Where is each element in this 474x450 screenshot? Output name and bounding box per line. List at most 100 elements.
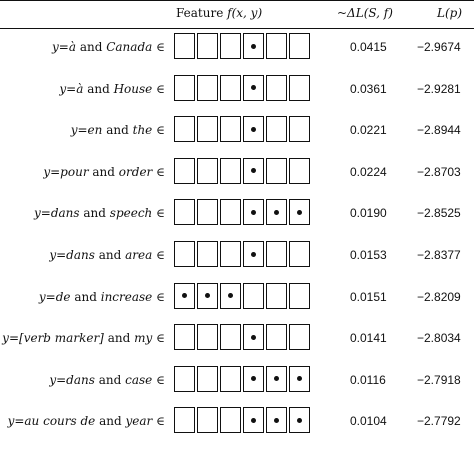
position-dot	[274, 376, 279, 382]
position-box	[197, 116, 218, 143]
position-box	[243, 74, 264, 101]
delta-value: 0.0116	[350, 372, 386, 387]
position-dot	[297, 376, 302, 382]
feature-condition-label: y=au cours de and year ∈	[8, 414, 165, 428]
element-of-symbol: ∈	[156, 40, 165, 54]
position-box	[197, 407, 218, 434]
context-word: my	[134, 331, 153, 346]
position-dot	[182, 293, 187, 299]
position-box	[266, 282, 287, 309]
position-boxes	[174, 199, 310, 226]
target-word: y=au cours de	[7, 414, 96, 429]
context-word: the	[132, 123, 153, 138]
position-box	[243, 116, 264, 143]
table-row: y=à and House ∈ 0.0361 −2.9281	[0, 73, 474, 103]
position-dot	[251, 334, 256, 340]
delta-value: 0.0221	[350, 123, 387, 138]
target-word: y=à	[51, 40, 76, 54]
element-of-symbol: ∈	[156, 206, 165, 221]
element-of-symbol: ∈	[156, 372, 165, 387]
lp-value: −2.7918	[417, 372, 461, 387]
position-dot	[251, 209, 256, 215]
table-row: y=pour and order ∈ 0.0224 −2.8703	[0, 156, 474, 186]
position-box	[243, 241, 264, 267]
position-box	[197, 324, 218, 351]
position-box	[197, 33, 218, 59]
conjunction: and	[74, 289, 97, 304]
delta-column-header: ~ΔL(S, f)	[337, 6, 393, 20]
feature-condition-label: y=de and increase ∈	[39, 290, 165, 304]
position-box	[174, 157, 195, 184]
table-row: y=dans and speech ∈ 0.0190 −2.8525	[0, 197, 474, 227]
context-word: year	[125, 414, 153, 429]
position-box	[174, 282, 195, 309]
feature-condition-label: y=en and the ∈	[71, 123, 165, 137]
position-box	[243, 365, 264, 392]
position-box	[197, 282, 218, 309]
position-box	[220, 407, 241, 434]
table-row: y=dans and case ∈ 0.0116 −2.7918	[0, 364, 474, 394]
feature-header-math: f(x, y)	[227, 6, 263, 20]
feature-condition-label: y=à and Canada ∈	[52, 40, 165, 54]
position-dot	[205, 293, 210, 299]
position-box	[220, 199, 241, 226]
position-box	[220, 241, 241, 267]
position-box	[174, 241, 195, 267]
position-box	[174, 74, 195, 101]
position-boxes	[174, 241, 310, 267]
position-dot	[228, 293, 233, 299]
position-dot	[297, 417, 302, 423]
position-dot	[251, 251, 256, 257]
position-dot	[251, 85, 256, 91]
element-of-symbol: ∈	[156, 164, 165, 179]
delta-value: 0.0415	[350, 40, 387, 54]
lp-value: −2.8525	[417, 206, 461, 221]
table-header-rule	[0, 28, 474, 29]
element-of-symbol: ∈	[156, 248, 165, 262]
target-word: y=pour	[43, 164, 89, 179]
context-word: speech	[109, 206, 153, 221]
position-dot	[274, 209, 279, 215]
context-word: increase	[100, 289, 153, 304]
position-box	[289, 407, 310, 434]
feature-condition-label: y=[verb marker] and my ∈	[2, 331, 165, 345]
position-boxes	[174, 157, 310, 184]
table-row: y=[verb marker] and my ∈ 0.0141 −2.8034	[0, 322, 474, 352]
position-box	[289, 282, 310, 309]
position-box	[197, 241, 218, 267]
delta-value: 0.0190	[350, 206, 387, 221]
conjunction: and	[106, 123, 129, 138]
conjunction: and	[98, 372, 122, 387]
position-box	[243, 324, 264, 351]
position-box	[220, 33, 241, 59]
lp-value: −2.7792	[417, 414, 461, 429]
position-box	[243, 282, 264, 309]
position-boxes	[174, 407, 310, 434]
delta-value: 0.0104	[350, 414, 387, 429]
position-box	[174, 199, 195, 226]
position-boxes	[174, 74, 310, 101]
lp-value: −2.9281	[417, 81, 461, 96]
position-box	[220, 282, 241, 309]
position-box	[266, 33, 287, 59]
conjunction: and	[98, 248, 122, 262]
position-box	[289, 33, 310, 59]
position-box	[197, 74, 218, 101]
position-box	[289, 199, 310, 226]
table-row: y=au cours de and year ∈ 0.0104 −2.7792	[0, 405, 474, 435]
lp-value: −2.8944	[417, 123, 461, 138]
position-box	[266, 74, 287, 101]
context-word: Canada	[106, 40, 153, 54]
position-box	[174, 407, 195, 434]
position-box	[174, 116, 195, 143]
conjunction: and	[87, 81, 110, 96]
target-word: y=à	[59, 81, 84, 96]
position-dot	[251, 417, 256, 423]
lp-column-header: L(p)	[437, 6, 463, 20]
position-dot	[251, 376, 256, 382]
element-of-symbol: ∈	[156, 414, 165, 429]
position-box	[266, 199, 287, 226]
position-boxes	[174, 365, 310, 392]
target-word: y=dans	[49, 372, 95, 387]
